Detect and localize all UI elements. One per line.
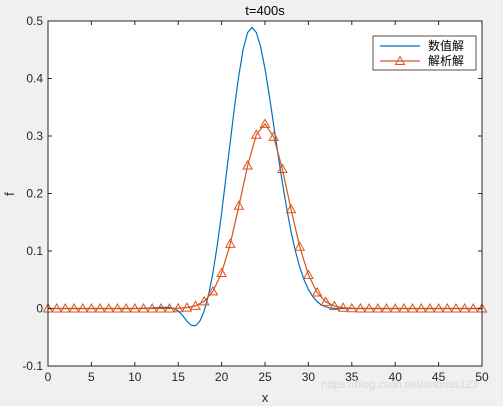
legend-box: [372, 35, 477, 71]
series-marker-2: [424, 302, 436, 313]
series-marker-2: [172, 302, 184, 313]
legend-label-series-1: 数值解: [428, 38, 464, 53]
legend-label-series-2: 解析解: [428, 54, 464, 68]
series-marker-2: [181, 302, 193, 312]
series-marker-2: [285, 203, 297, 214]
series-marker-2: [51, 302, 63, 313]
series-marker-2: [311, 286, 323, 297]
series-marker-2: [60, 302, 71, 313]
series-marker-2: [155, 302, 167, 313]
x-tick-label: 0: [45, 370, 52, 384]
series-marker-2: [146, 302, 158, 313]
series-marker-2: [320, 296, 332, 306]
legend-marker-series-2: [394, 55, 406, 65]
series-marker-2: [233, 200, 245, 210]
x-tick-label: 5: [88, 370, 95, 384]
x-tick-label: 30: [302, 370, 316, 384]
series-marker-2: [337, 302, 349, 312]
y-tick-label: 0: [36, 302, 43, 316]
series-marker-2: [355, 302, 366, 313]
series-marker-2: [259, 118, 271, 128]
x-tick-label: 25: [258, 370, 272, 384]
series-marker-2: [294, 241, 306, 251]
x-tick-label: 20: [215, 370, 229, 384]
series-line-1: [48, 26, 482, 327]
series-marker-2: [415, 302, 427, 313]
y-axis-label: f: [2, 192, 17, 196]
series-marker-2: [242, 160, 253, 170]
series-marker-2: [190, 300, 201, 310]
x-tick-label: 15: [172, 370, 186, 384]
series-marker-2: [207, 285, 219, 296]
series-marker-2: [94, 302, 106, 313]
series-marker-2: [224, 238, 236, 248]
chart-title: t=400s: [245, 3, 285, 18]
x-tick-label: 40: [389, 370, 403, 384]
x-tick-label: 10: [128, 370, 142, 384]
series-marker-2: [407, 302, 418, 313]
series-marker-2: [433, 302, 444, 313]
series-marker-2: [450, 302, 462, 313]
y-tick-label: 0.3: [26, 129, 43, 143]
plot-area: [48, 21, 482, 366]
series-marker-2: [198, 295, 210, 306]
series-marker-2: [363, 302, 375, 313]
series-marker-2: [164, 302, 175, 313]
series-marker-2: [68, 302, 80, 313]
series-marker-2: [277, 163, 288, 173]
legend: 数值解 解析解: [372, 35, 477, 71]
series-marker-2: [441, 302, 453, 313]
y-tick-label: 0.5: [26, 14, 43, 28]
series-marker-2: [216, 267, 227, 277]
series-layer: [42, 26, 488, 327]
x-axis-label: x: [262, 390, 269, 405]
x-tick-label: 50: [475, 370, 489, 384]
series-marker-2: [103, 302, 115, 313]
series-marker-2: [389, 302, 401, 313]
series-marker-2: [86, 302, 97, 313]
series-marker-2: [250, 129, 262, 139]
tick-layer: 0 5 10 15 20 25 30 35 40 45 50-0.100.10.20.30.40.5: [22, 14, 489, 384]
series-marker-2: [372, 302, 384, 313]
watermark: https://blog.csdn.net/artorias123: [321, 379, 478, 391]
series-marker-2: [129, 302, 141, 313]
series-marker-2: [381, 302, 392, 313]
series-marker-2: [112, 302, 123, 313]
series-marker-2: [459, 302, 470, 313]
series-marker-2: [346, 302, 358, 313]
y-tick-label: -0.1: [22, 359, 43, 373]
series-marker-2: [268, 131, 280, 141]
series-marker-2: [303, 269, 314, 279]
x-tick-label: 35: [345, 370, 359, 384]
series-marker-2: [120, 302, 132, 313]
series-marker-2: [398, 302, 410, 313]
x-tick-label: 45: [432, 370, 446, 384]
y-tick-label: 0.4: [26, 72, 43, 86]
series-marker-2: [467, 302, 479, 313]
series-marker-2: [329, 300, 340, 311]
series-marker-2: [138, 302, 149, 313]
y-tick-label: 0.1: [26, 244, 43, 258]
series-marker-2: [77, 302, 89, 313]
y-tick-label: 0.2: [26, 187, 43, 201]
